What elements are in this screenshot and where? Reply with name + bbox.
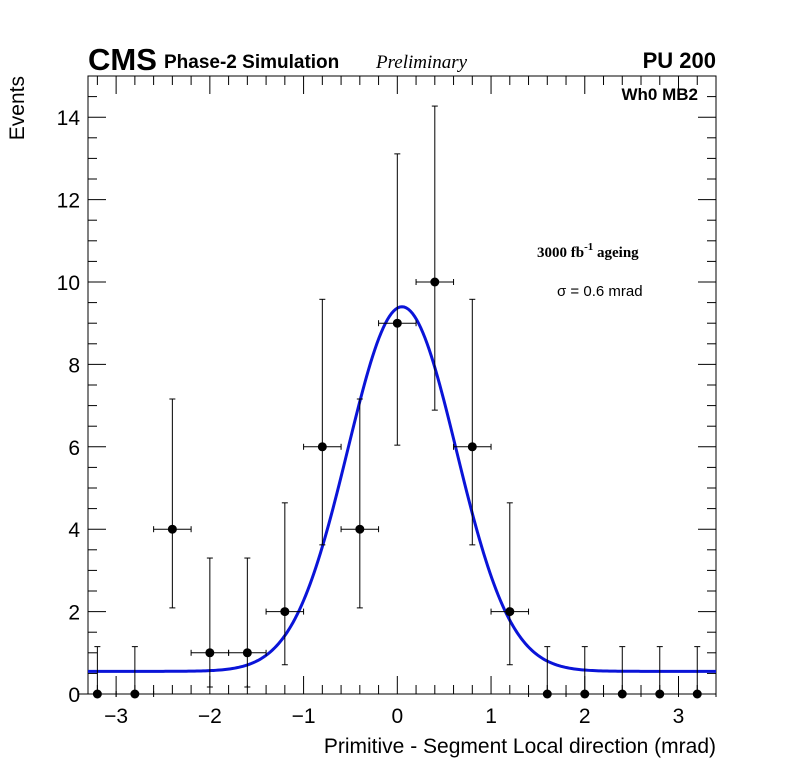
fit-curve-group (88, 305, 716, 673)
preliminary-label: Preliminary (375, 52, 468, 73)
y-tick-label: 6 (68, 437, 80, 460)
x-tick-label: 1 (485, 705, 497, 728)
pileup-label: PU 200 (643, 48, 716, 73)
data-point (280, 607, 290, 617)
data-points-group (78, 105, 717, 699)
data-point (580, 689, 590, 699)
data-point (92, 689, 102, 699)
data-point (692, 689, 702, 699)
fit-curve (88, 305, 716, 673)
y-tick-label: 4 (68, 519, 80, 542)
data-point (467, 442, 477, 452)
y-tick-label: 2 (68, 602, 80, 625)
y-tick-label: 8 (68, 354, 80, 377)
x-tick-label: −2 (198, 705, 222, 728)
data-point (205, 648, 215, 658)
x-tick-label: −1 (292, 705, 316, 728)
data-point (130, 689, 140, 699)
x-tick-label: 3 (673, 705, 685, 728)
x-axis-title: Primitive - Segment Local direction (mra… (324, 735, 716, 758)
data-point (542, 689, 552, 699)
simulation-label: Phase-2 Simulation (164, 52, 339, 73)
data-point (505, 607, 515, 617)
plot-frame (87, 75, 717, 695)
y-axis-title: Events (6, 76, 29, 140)
data-point (355, 524, 365, 534)
ageing-label: 3000 fb-1 ageing (537, 241, 639, 261)
region-label: Wh0 MB2 (622, 85, 699, 104)
data-point (655, 689, 665, 699)
x-tick-label: −3 (104, 705, 128, 728)
y-tick-label: 0 (68, 684, 80, 707)
x-tick-label: 0 (391, 705, 403, 728)
data-point (317, 442, 327, 452)
sigma-label: σ = 0.6 mrad (557, 283, 643, 300)
x-tick-label: 2 (579, 705, 591, 728)
axis-ticks (88, 75, 717, 695)
data-point (617, 689, 627, 699)
data-point (167, 524, 177, 534)
data-point (242, 648, 252, 658)
y-tick-label: 14 (57, 107, 81, 130)
data-point (392, 318, 402, 328)
data-point (430, 277, 440, 287)
y-tick-label: 12 (57, 190, 80, 213)
cms-label: CMS (88, 42, 157, 77)
y-tick-label: 10 (57, 272, 80, 295)
